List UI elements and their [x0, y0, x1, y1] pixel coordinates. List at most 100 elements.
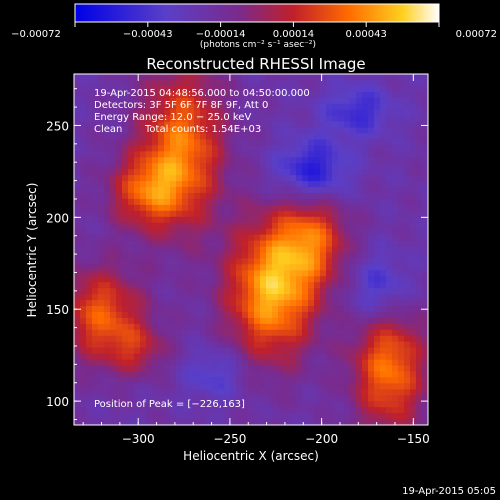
heatmap-cell [236, 163, 243, 170]
heatmap-cell [98, 204, 105, 212]
heatmap-cell [308, 258, 315, 265]
heatmap-cell [152, 133, 159, 140]
heatmap-cell [116, 115, 123, 122]
heatmap-cell [392, 329, 399, 337]
heatmap-cell [326, 216, 333, 224]
heatmap-cell [272, 157, 279, 164]
heatmap-cell [272, 407, 279, 414]
heatmap-cell [308, 222, 315, 230]
heatmap-cell [344, 240, 351, 247]
heatmap-cell [416, 151, 423, 158]
heatmap-cell [122, 222, 129, 230]
heatmap-cell [248, 419, 255, 426]
heatmap-cell [350, 311, 357, 319]
heatmap-cell [308, 109, 315, 117]
heatmap-cell [170, 276, 177, 283]
heatmap-cell [272, 341, 279, 349]
heatmap-cell [80, 222, 87, 230]
heatmap-cell [404, 192, 411, 200]
heatmap-cell [248, 74, 255, 81]
heatmap-cell [104, 252, 111, 259]
heatmap-cell [266, 216, 273, 224]
heatmap-cell [206, 365, 213, 372]
heatmap-cell [410, 335, 417, 343]
heatmap-cell [398, 133, 405, 140]
heatmap-cell [170, 335, 177, 343]
heatmap-cell [98, 198, 105, 206]
heatmap-cell [218, 145, 225, 152]
heatmap-cell [170, 192, 177, 200]
heatmap-cell [380, 79, 387, 87]
heatmap-cell [332, 371, 339, 378]
heatmap-cell [104, 115, 111, 122]
heatmap-cell [344, 335, 351, 343]
heatmap-cell [356, 311, 363, 319]
heatmap-cell [320, 181, 327, 188]
heatmap-cell [362, 341, 369, 349]
heatmap-cell [158, 79, 165, 87]
heatmap-cell [278, 91, 285, 99]
heatmap-cell [134, 181, 141, 188]
heatmap-cell [368, 270, 375, 277]
heatmap-cell [176, 198, 183, 206]
heatmap-cell [128, 127, 135, 134]
heatmap-cell [356, 79, 363, 87]
heatmap-cell [158, 222, 165, 230]
heatmap-cell [422, 383, 429, 390]
heatmap-cell [146, 115, 153, 122]
heatmap-cell [200, 157, 207, 164]
heatmap-cell [86, 288, 93, 295]
heatmap-cell [188, 359, 195, 366]
heatmap-cell [86, 210, 93, 218]
heatmap-cell [104, 187, 111, 194]
heatmap-cell [170, 288, 177, 295]
heatmap-cell [146, 264, 153, 271]
heatmap-cell [284, 413, 291, 420]
heatmap-cell [296, 121, 303, 128]
heatmap-cell [194, 276, 201, 283]
heatmap-cell [290, 335, 297, 343]
heatmap-cell [338, 228, 345, 236]
heatmap-cell [212, 234, 219, 241]
heatmap-cell [80, 157, 87, 164]
heatmap-cell [398, 127, 405, 134]
heatmap-cell [344, 389, 351, 396]
heatmap-cell [122, 377, 129, 384]
heatmap-cell [374, 192, 381, 200]
heatmap-cell [404, 258, 411, 265]
heatmap-cell [170, 323, 177, 331]
heatmap-cell [272, 317, 279, 325]
heatmap-cell [152, 323, 159, 331]
heatmap-cell [212, 294, 219, 301]
y-axis-label: Heliocentric Y (arcsec) [25, 183, 39, 318]
heatmap-cell [386, 306, 393, 313]
heatmap-cell [254, 103, 261, 111]
heatmap-cell [104, 264, 111, 271]
heatmap-cell [416, 175, 423, 182]
heatmap-cell [422, 85, 429, 93]
heatmap-cell [194, 311, 201, 319]
heatmap-cell [410, 300, 417, 307]
heatmap-cell [278, 139, 285, 146]
heatmap-cell [74, 234, 81, 241]
heatmap-cell [368, 246, 375, 253]
heatmap-cell [278, 389, 285, 396]
heatmap-cell [224, 389, 231, 396]
heatmap-cell [404, 383, 411, 390]
heatmap-cell [110, 169, 117, 176]
heatmap-cell [164, 187, 171, 194]
heatmap-cell [290, 109, 297, 117]
heatmap-cell [380, 222, 387, 230]
heatmap-cell [86, 306, 93, 313]
heatmap-cell [170, 246, 177, 253]
heatmap-cell [230, 347, 237, 355]
heatmap-cell [176, 192, 183, 200]
heatmap-cell [230, 276, 237, 283]
heatmap-cell [314, 175, 321, 182]
heatmap-cell [230, 371, 237, 378]
heatmap-cell [308, 383, 315, 390]
heatmap-cell [380, 264, 387, 271]
heatmap-cell [146, 329, 153, 337]
heatmap-cell [332, 282, 339, 289]
